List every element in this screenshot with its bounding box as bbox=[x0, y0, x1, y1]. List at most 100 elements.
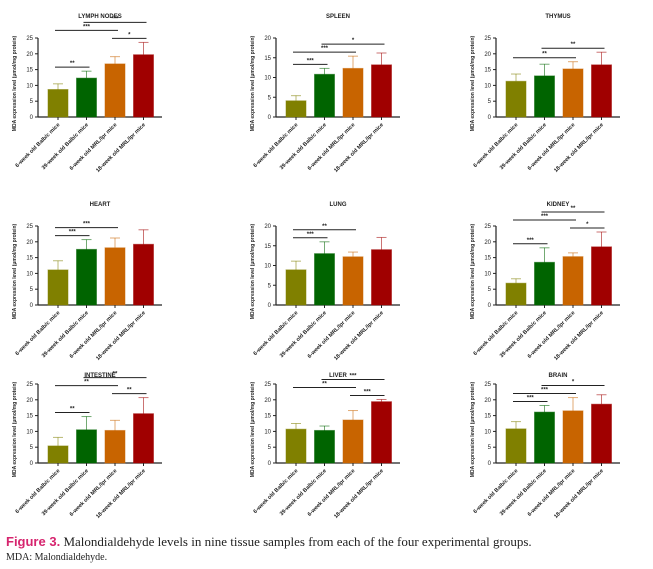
bar bbox=[591, 403, 612, 464]
x-tick-label: 39-week old Balb/c mice bbox=[279, 310, 328, 359]
bar bbox=[371, 249, 392, 306]
chart-title: SPLEEN bbox=[326, 14, 350, 20]
significance-label: *** bbox=[83, 222, 91, 228]
x-tick-label: 39-week old Balb/c mice bbox=[499, 310, 548, 359]
y-tick-label: 0 bbox=[488, 303, 492, 309]
y-tick-label: 5 bbox=[30, 445, 34, 451]
y-axis-label: MDA expression level (μmol/mg protein) bbox=[12, 35, 18, 131]
bar bbox=[562, 68, 584, 118]
bar bbox=[133, 54, 154, 118]
bar bbox=[342, 256, 364, 306]
x-tick-label: 39-week old Balb/c mice bbox=[41, 122, 90, 171]
significance-label: *** bbox=[364, 389, 372, 395]
chart-title: LUNG bbox=[330, 202, 347, 208]
y-tick-label: 25 bbox=[26, 382, 33, 388]
significance-label: *** bbox=[349, 373, 357, 379]
y-tick-label: 5 bbox=[488, 445, 492, 451]
x-tick-label: 39-week old Balb/c mice bbox=[499, 468, 548, 517]
abbreviation-note: MDA: Malondialdehyde. bbox=[6, 552, 108, 563]
bar bbox=[76, 248, 97, 306]
y-tick-label: 15 bbox=[264, 414, 271, 420]
significance-label: *** bbox=[541, 214, 549, 220]
bar bbox=[104, 63, 126, 118]
bar bbox=[314, 429, 335, 464]
y-axis-label: MDA expression level (μmol/mg protein) bbox=[470, 223, 476, 319]
significance-label: ** bbox=[70, 407, 75, 413]
y-tick-label: 15 bbox=[484, 414, 491, 420]
bar bbox=[505, 80, 527, 118]
significance-label: ** bbox=[542, 52, 547, 58]
x-tick-label: 18-week old MRL/lpr mice bbox=[95, 122, 147, 174]
x-tick-label: 18-week old MRL/lpr mice bbox=[553, 122, 605, 174]
x-tick-label: 6-week old MRL/lpr mice bbox=[307, 310, 357, 360]
chart-title: KIDNEY bbox=[547, 202, 570, 208]
y-tick-label: 15 bbox=[26, 68, 33, 74]
y-axis-label: MDA expression level (μmol/mg protein) bbox=[12, 223, 18, 319]
caption-text: Malondialdehyde levels in nine tissue sa… bbox=[63, 534, 532, 549]
x-tick-label: 18-week old MRL/lpr mice bbox=[95, 468, 147, 520]
x-tick-label: 6-week old Balb/c mice bbox=[253, 468, 300, 515]
y-tick-label: 25 bbox=[484, 36, 491, 42]
y-tick-label: 10 bbox=[26, 429, 33, 435]
x-tick-label: 6-week old MRL/lpr mice bbox=[527, 122, 577, 172]
y-tick-label: 0 bbox=[30, 461, 34, 467]
bar bbox=[591, 246, 612, 306]
x-tick-label: 39-week old Balb/c mice bbox=[41, 310, 90, 359]
y-tick-label: 20 bbox=[484, 240, 491, 246]
bar bbox=[371, 401, 392, 464]
y-tick-label: 15 bbox=[484, 256, 491, 262]
y-tick-label: 10 bbox=[264, 264, 271, 270]
bar bbox=[47, 445, 69, 464]
y-tick-label: 25 bbox=[26, 36, 33, 42]
x-tick-label: 6-week old Balb/c mice bbox=[253, 310, 300, 357]
y-tick-label: 10 bbox=[484, 271, 491, 277]
significance-label: ** bbox=[571, 42, 576, 48]
bar-chart: LYMPH NODES MDA expression level (μmol/mg… bbox=[12, 14, 162, 174]
y-tick-label: 25 bbox=[264, 382, 271, 388]
bar bbox=[342, 419, 364, 464]
x-tick-label: 6-week old MRL/lpr mice bbox=[69, 468, 119, 518]
chart-title: INTESTINE bbox=[84, 373, 115, 379]
bar bbox=[314, 73, 335, 118]
chart-panel-thymus: THYMUS MDA expression level (μmol/mg prot… bbox=[440, 0, 653, 180]
y-tick-label: 20 bbox=[26, 398, 33, 404]
chart-panel-lymph-nodes: LYMPH NODES MDA expression level (μmol/mg… bbox=[0, 0, 213, 180]
y-tick-label: 5 bbox=[268, 283, 272, 289]
y-tick-label: 0 bbox=[268, 115, 272, 121]
y-tick-label: 5 bbox=[30, 99, 34, 105]
x-tick-label: 6-week old Balb/c mice bbox=[15, 468, 62, 515]
x-tick-label: 18-week old MRL/lpr mice bbox=[553, 468, 605, 520]
x-tick-label: 39-week old Balb/c mice bbox=[41, 468, 90, 517]
significance-label: ** bbox=[113, 372, 118, 378]
chart-title: THYMUS bbox=[545, 14, 570, 20]
significance-label: ** bbox=[571, 206, 576, 212]
x-tick-label: 18-week old MRL/lpr mice bbox=[333, 122, 385, 174]
x-tick-label: 6-week old MRL/lpr mice bbox=[307, 468, 357, 518]
bar bbox=[562, 410, 584, 464]
x-tick-label: 39-week old Balb/c mice bbox=[279, 468, 328, 517]
bar bbox=[285, 269, 307, 306]
bar bbox=[534, 261, 555, 306]
x-tick-label: 6-week old MRL/lpr mice bbox=[69, 310, 119, 360]
bar bbox=[76, 77, 97, 118]
y-tick-label: 20 bbox=[264, 36, 271, 42]
y-tick-label: 20 bbox=[484, 398, 491, 404]
y-tick-label: 25 bbox=[484, 224, 491, 230]
bar bbox=[285, 100, 307, 118]
y-tick-label: 5 bbox=[268, 95, 272, 101]
x-tick-label: 6-week old Balb/c mice bbox=[473, 468, 520, 515]
y-tick-label: 5 bbox=[30, 287, 34, 293]
figure-caption: Figure 3. Malondialdehyde levels in nine… bbox=[6, 534, 532, 550]
bar bbox=[76, 429, 97, 464]
chart-title: HEART bbox=[90, 202, 111, 208]
y-tick-label: 10 bbox=[264, 76, 271, 82]
significance-label: * bbox=[586, 222, 589, 228]
x-tick-label: 6-week old MRL/lpr mice bbox=[307, 122, 357, 172]
bar-chart: KIDNEY MDA expression level (μmol/mg prot… bbox=[470, 202, 620, 362]
y-tick-label: 10 bbox=[264, 429, 271, 435]
significance-label: * bbox=[572, 379, 575, 385]
bar-chart: LIVER MDA expression level (μmol/mg prote… bbox=[250, 373, 400, 520]
bar-chart: THYMUS MDA expression level (μmol/mg prot… bbox=[470, 14, 620, 174]
y-axis-label: MDA expression level (μmol/mg protein) bbox=[250, 35, 256, 131]
chart-title: LYMPH NODES bbox=[78, 14, 121, 20]
